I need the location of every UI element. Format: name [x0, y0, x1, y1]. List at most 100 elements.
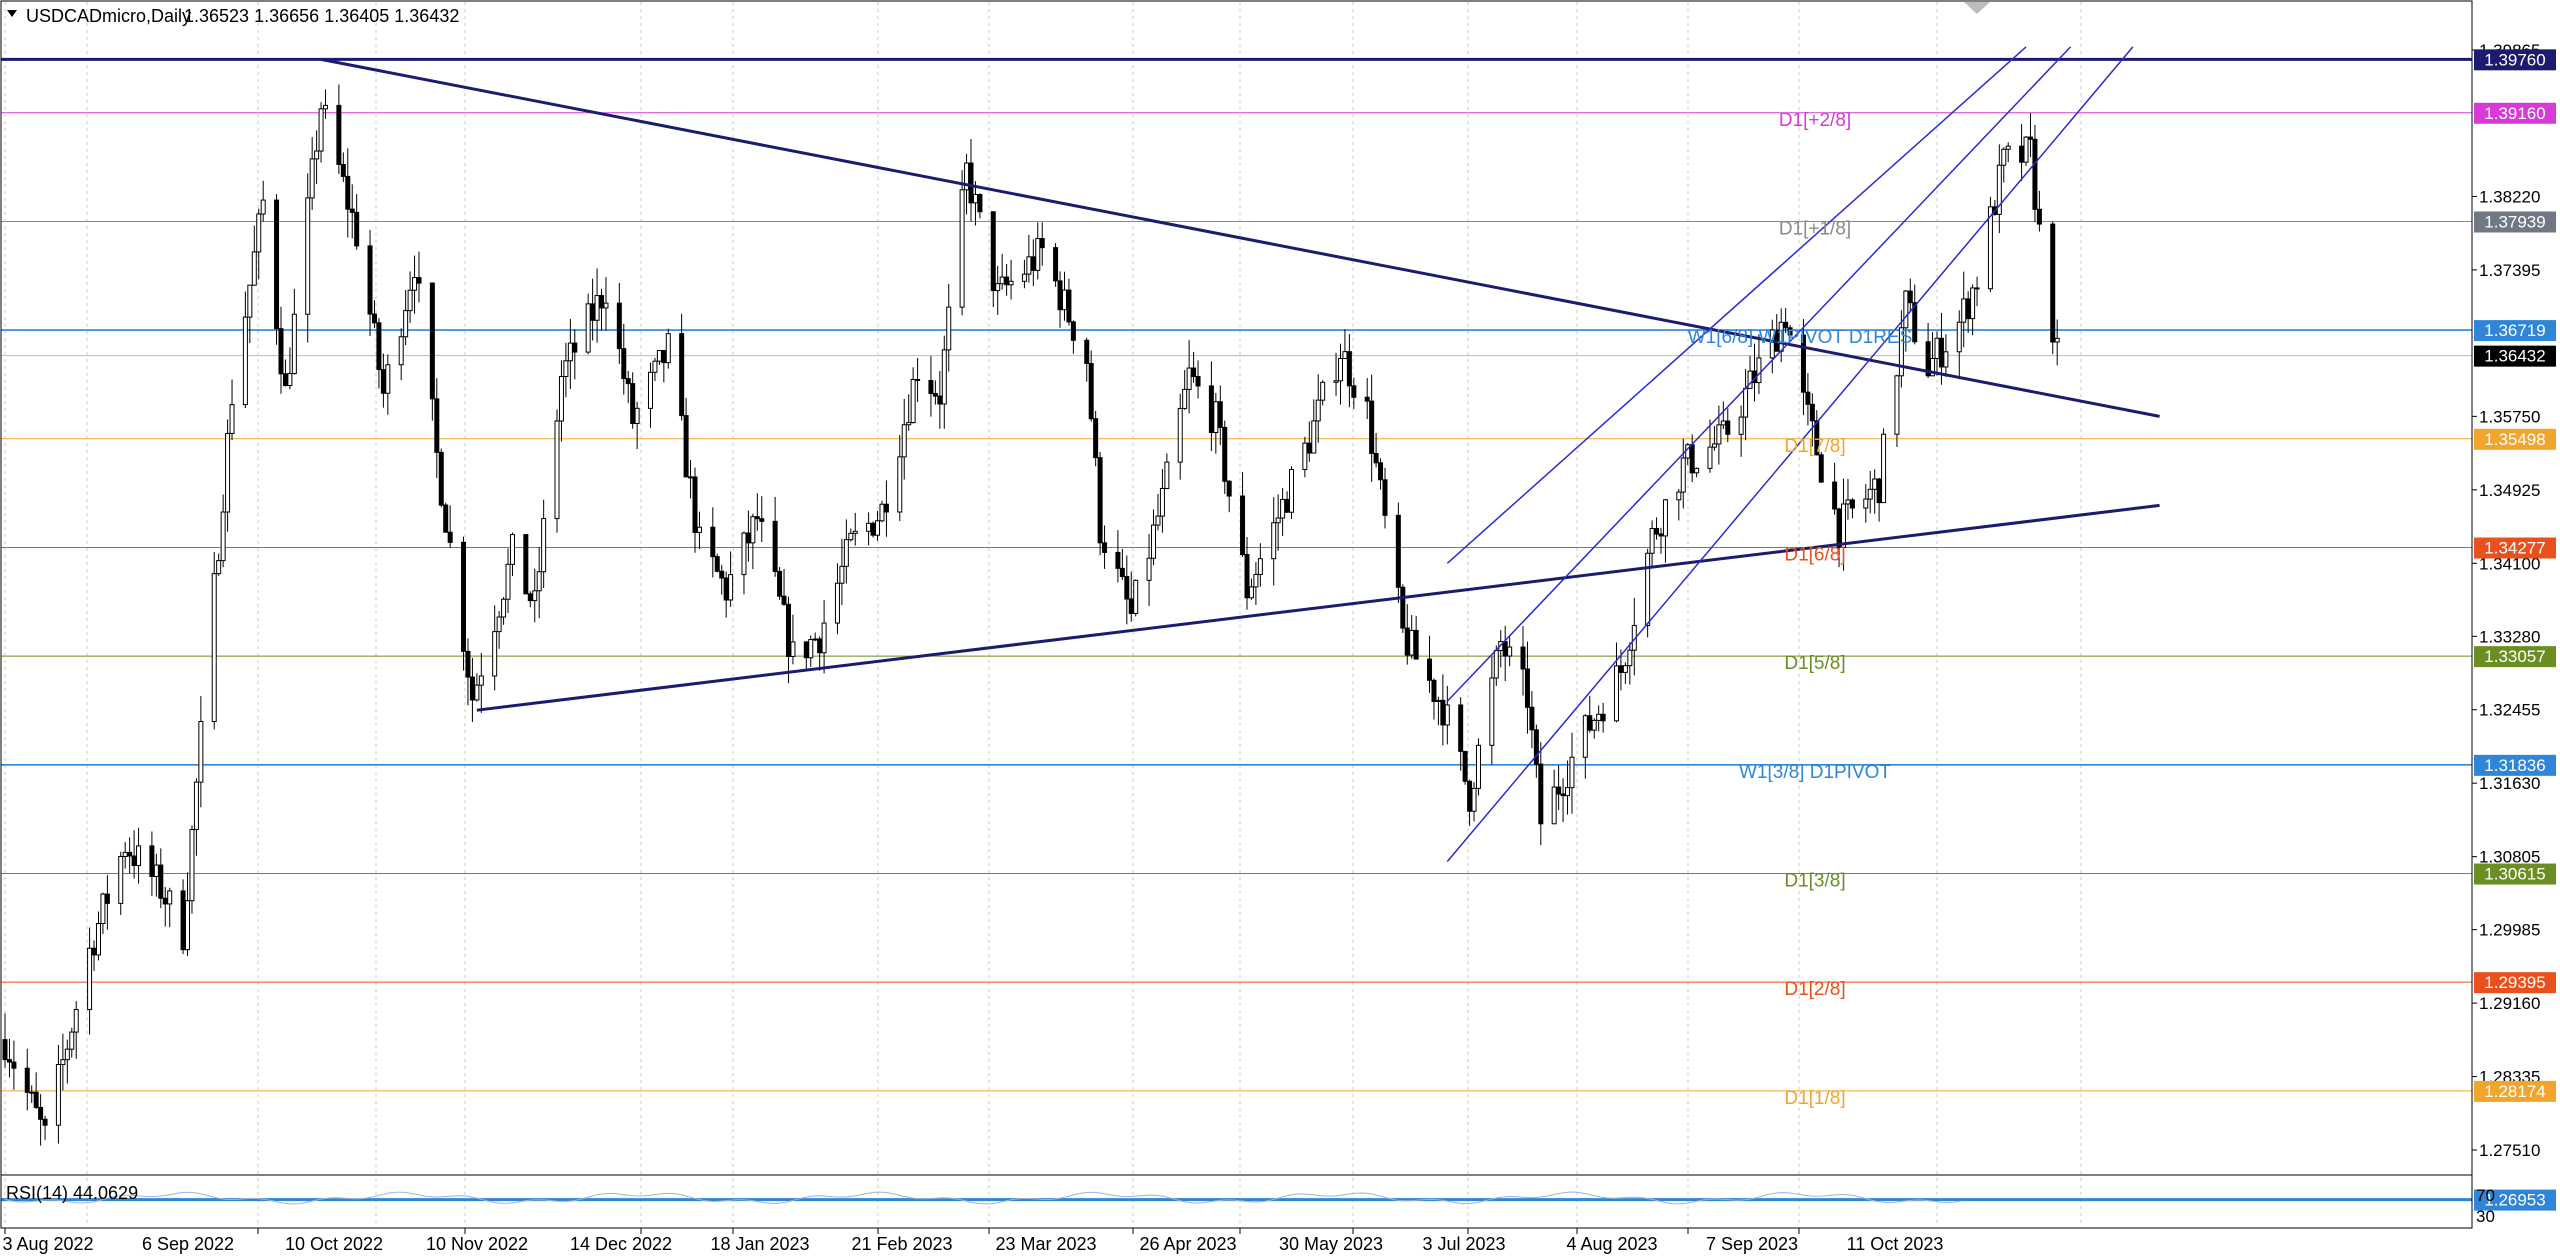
candle-body [1569, 756, 1575, 789]
candle-body [1743, 387, 1749, 418]
price-label-box [2474, 345, 2556, 367]
price-tick-label: 1.34925 [2479, 481, 2540, 500]
date-tick-label: 26 Apr 2023 [1139, 1234, 1236, 1254]
candle-body [1257, 558, 1263, 575]
candle-body [1649, 528, 1655, 554]
price-tick-label: 1.37395 [2479, 261, 2540, 280]
price-label-box [2474, 754, 2556, 776]
candle-body [501, 598, 507, 618]
date-tick-label: 11 Oct 2023 [1847, 1234, 1944, 1254]
trendlines[interactable] [1, 57, 2472, 712]
candles [2, 84, 2060, 1146]
candle-body [438, 451, 444, 506]
rsi-window: RSI(14) 44.0629 70 30 [4, 1183, 2495, 1226]
candle-body [1226, 480, 1232, 497]
candle-body [946, 306, 952, 351]
date-tick-label: 23 Mar 2023 [995, 1234, 1096, 1254]
candle-body [616, 302, 622, 350]
price-label-box [2474, 428, 2556, 450]
candle-body [6, 1059, 12, 1063]
candle-body [1867, 488, 1873, 500]
price-label-value: 1.28174 [2484, 1082, 2545, 1101]
date-tick-label: 30 May 2023 [1279, 1234, 1383, 1254]
murrey-level-label: D1[3/8] [1784, 871, 1845, 892]
candle-body [937, 395, 943, 405]
candle-body [999, 276, 1005, 285]
candle-body [118, 855, 124, 904]
candle-body [928, 380, 934, 394]
rsi-level-70: 70 [2476, 1186, 2495, 1205]
candle-body [2005, 145, 2011, 150]
candle-body [376, 322, 382, 371]
candle-body [153, 864, 159, 877]
price-label-value: 1.26953 [2484, 1191, 2545, 1210]
candle-body [883, 503, 889, 513]
candle-body [1520, 646, 1526, 670]
candle-body [291, 313, 297, 375]
candle-body [821, 622, 827, 654]
murrey-level-label: W1[3/8] D1PIVOT [1739, 762, 1891, 783]
ascending-channel[interactable] [1446, 46, 2134, 863]
murrey-level-label: D1[2/8] [1784, 979, 1845, 1000]
murrey-level-label: D1[+1/8] [1779, 218, 1851, 239]
candle-body [941, 349, 947, 405]
candle-body [1907, 290, 1913, 304]
candle-body [1738, 416, 1744, 435]
candle-body [55, 1063, 61, 1126]
candle-body [443, 504, 449, 533]
candle-body [278, 328, 284, 375]
candle-body [167, 890, 173, 905]
candle-body [1248, 586, 1254, 599]
candle-body [1711, 443, 1717, 448]
candle-body [1244, 554, 1250, 599]
candle-body [817, 638, 823, 654]
candle-body [1337, 358, 1343, 382]
candle-body [1039, 238, 1045, 249]
candle-body [1987, 206, 1993, 290]
price-tick-label: 1.30805 [2479, 848, 2540, 867]
candle-body [1146, 557, 1152, 581]
candle-body [1240, 495, 1246, 556]
channel-line [1446, 46, 2072, 702]
candle-body [309, 158, 315, 199]
candle-body [959, 189, 965, 308]
candle-body [318, 108, 324, 152]
candle-body [60, 1059, 66, 1065]
candle-body [1894, 375, 1900, 435]
candle-body [1654, 528, 1660, 535]
price-tick-label: 1.33280 [2479, 627, 2540, 646]
vertical-grid [4, 2, 2082, 1227]
candle-body [1912, 302, 1918, 343]
candle-body [73, 1009, 79, 1033]
descending-trendline [320, 57, 2160, 418]
candle-body [189, 829, 195, 902]
candle-body [585, 303, 591, 353]
candle-body [2036, 208, 2042, 225]
candle-body [1556, 786, 1562, 795]
candle-body [1662, 499, 1668, 537]
candle-body [104, 893, 110, 904]
candle-body [772, 520, 778, 572]
candle-body [1818, 454, 1824, 483]
candle-body [1364, 396, 1370, 402]
menu-triangle-icon[interactable] [7, 10, 17, 17]
chart-shift-marker-icon[interactable] [1964, 2, 1990, 14]
candle-body [478, 675, 484, 686]
price-label-value: 1.39160 [2484, 104, 2545, 123]
candle-body [785, 603, 791, 657]
candle-body [242, 316, 248, 406]
candle-body [532, 590, 538, 602]
murrey-level-label: D1[5/8] [1784, 653, 1845, 674]
candle-body [367, 245, 373, 315]
price-tick-label: 1.35750 [2479, 407, 2540, 426]
candle-body [162, 897, 168, 905]
candle-body [1720, 420, 1726, 426]
candle-body [1582, 715, 1588, 758]
candle-body [523, 534, 529, 595]
candle-body [349, 208, 355, 213]
candle-body [1404, 627, 1410, 656]
candle-body [1805, 391, 1811, 405]
candle-body [1956, 321, 1962, 353]
price-label-value: 1.39760 [2484, 50, 2545, 69]
